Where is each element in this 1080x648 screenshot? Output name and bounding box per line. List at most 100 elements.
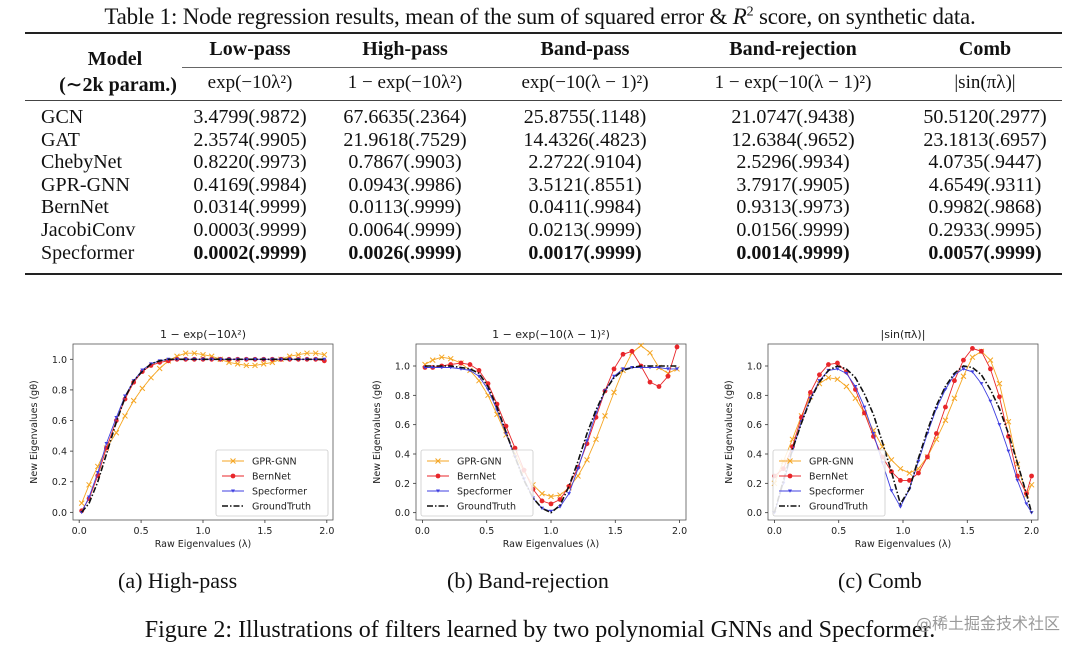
- data-point: [438, 354, 445, 361]
- data-point: [476, 368, 482, 373]
- table-cell: 0.0002(.9999): [193, 241, 307, 264]
- data-point: [140, 368, 145, 372]
- legend-label: BernNet: [809, 472, 848, 483]
- data-point: [87, 495, 92, 499]
- table-cell: 21.9618(.7529): [343, 128, 467, 151]
- data-point: [826, 362, 831, 367]
- data-point: [988, 399, 993, 403]
- data-point: [843, 383, 850, 390]
- data-point: [925, 454, 930, 460]
- y-tick-label: 0.2: [747, 479, 762, 490]
- data-point: [852, 395, 859, 402]
- table-cell: 12.6384(.9652): [731, 128, 855, 151]
- table-cell: 0.0113(.9999): [348, 196, 462, 219]
- data-point: [916, 459, 921, 464]
- data-point: [997, 423, 1002, 427]
- data-point: [979, 382, 984, 386]
- x-tick-label: 0.5: [831, 526, 846, 537]
- column-formula: exp(−10(λ − 1)²): [521, 72, 649, 93]
- table-cell: 0.0411(.9984): [528, 196, 642, 219]
- table-cell: 0.7867(.9903): [348, 151, 462, 174]
- legend-label: BernNet: [252, 472, 291, 483]
- caption-suffix: score, on synthetic data.: [753, 4, 976, 29]
- data-point: [934, 431, 939, 436]
- legend-label: Specformer: [809, 487, 864, 498]
- y-tick-label: 0.0: [747, 508, 762, 519]
- x-tick-label: 0.5: [479, 526, 494, 537]
- legend: GPR-GNN BernNet Specformer GroundTruth: [420, 449, 534, 517]
- data-point: [295, 351, 302, 358]
- table-row: GCN 3.4799(.9872) 67.6635(.2364) 25.8755(.1…: [0, 106, 1080, 128]
- data-point: [906, 470, 913, 476]
- data-point: [260, 361, 267, 367]
- data-point: [970, 370, 975, 374]
- table-cell: 0.0156(.9999): [736, 219, 850, 241]
- table-cell: 0.9982(.9868): [928, 196, 1042, 219]
- legend-label: GroundTruth: [252, 502, 311, 513]
- data-point: [78, 500, 85, 507]
- data-point: [621, 367, 625, 371]
- model-name: Specformer: [41, 241, 135, 264]
- data-point: [988, 366, 993, 372]
- data-point: [942, 417, 949, 424]
- legend-item: Specformer: [222, 487, 307, 498]
- data-point: [548, 501, 554, 507]
- data-point: [234, 361, 241, 367]
- data-point: [182, 350, 189, 357]
- column-header: Comb: [958, 38, 1012, 60]
- x-tick-label: 1.0: [195, 526, 210, 537]
- data-point: [808, 390, 813, 395]
- data-point: [997, 394, 1002, 400]
- legend-item: GroundTruth: [779, 502, 868, 513]
- x-tick-label: 0.0: [415, 526, 430, 537]
- series-line: [773, 365, 1033, 513]
- column-header: Band-pass: [540, 38, 630, 60]
- model-name: GAT: [41, 128, 80, 151]
- data-point: [584, 457, 590, 463]
- table-row: GPR-GNN 0.4169(.9984) 0.0943(.9986) 3.5121(…: [0, 174, 1080, 196]
- table-cell: 3.5121(.8551): [528, 173, 642, 196]
- legend-item: GroundTruth: [222, 502, 311, 513]
- data-point: [467, 362, 473, 367]
- data-point: [231, 489, 235, 493]
- legend-label: BernNet: [457, 472, 496, 483]
- table-cell: 0.0057(.9999): [928, 241, 1042, 264]
- data-point: [86, 481, 92, 488]
- y-tick-label: 0.8: [395, 391, 410, 402]
- table-cell: 2.2722(.9104): [528, 151, 642, 174]
- data-point: [304, 350, 310, 357]
- y-tick-label: 1.0: [395, 362, 410, 373]
- table-cell: 67.6635(.2364): [343, 106, 467, 128]
- data-point: [458, 360, 464, 366]
- data-point: [898, 478, 903, 483]
- data-point: [539, 498, 545, 504]
- y-axis-label: New Eigenvalues (gθ): [29, 380, 40, 483]
- table-cell: 21.0747(.9438): [731, 106, 855, 128]
- data-point: [549, 509, 553, 513]
- data-point: [907, 478, 912, 483]
- legend-label: Specformer: [252, 487, 307, 498]
- data-point: [252, 362, 258, 369]
- data-point: [970, 346, 975, 351]
- data-point: [835, 367, 840, 371]
- data-point: [961, 357, 966, 363]
- data-point: [674, 344, 680, 350]
- data-point: [665, 373, 671, 379]
- data-point: [620, 351, 626, 357]
- column-formula: exp(−10λ²): [207, 72, 293, 93]
- series-groundtruth: [425, 365, 677, 514]
- table-cell: 0.4169(.9984): [193, 173, 307, 196]
- data-point: [436, 489, 440, 493]
- data-point: [494, 411, 500, 418]
- table-cell: 0.0017(.9999): [528, 241, 642, 264]
- data-point: [576, 467, 580, 471]
- legend-item: BernNet: [427, 472, 496, 483]
- data-point: [230, 458, 236, 464]
- table-cell: 0.0014(.9999): [736, 241, 850, 264]
- subcaption-c: (c) Comb: [838, 568, 922, 593]
- data-point: [788, 489, 792, 493]
- data-point: [952, 378, 957, 384]
- y-tick-label: 1.0: [52, 355, 67, 366]
- x-axis-label: Raw Eigenvalues (λ): [855, 539, 952, 550]
- data-point: [602, 413, 608, 419]
